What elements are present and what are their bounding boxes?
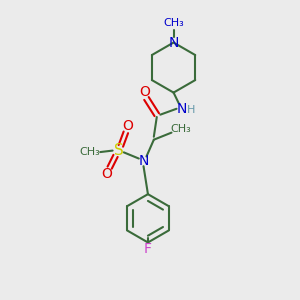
Text: CH₃: CH₃ [171,124,192,134]
Text: CH₃: CH₃ [80,147,100,157]
Text: F: F [144,242,152,256]
Text: S: S [114,143,123,158]
Text: N: N [168,35,179,50]
Text: H: H [187,105,195,115]
Text: O: O [122,119,133,134]
Text: N: N [177,102,187,116]
Text: O: O [101,167,112,181]
Text: O: O [140,85,150,99]
Text: CH₃: CH₃ [163,18,184,28]
Text: N: N [138,154,149,168]
